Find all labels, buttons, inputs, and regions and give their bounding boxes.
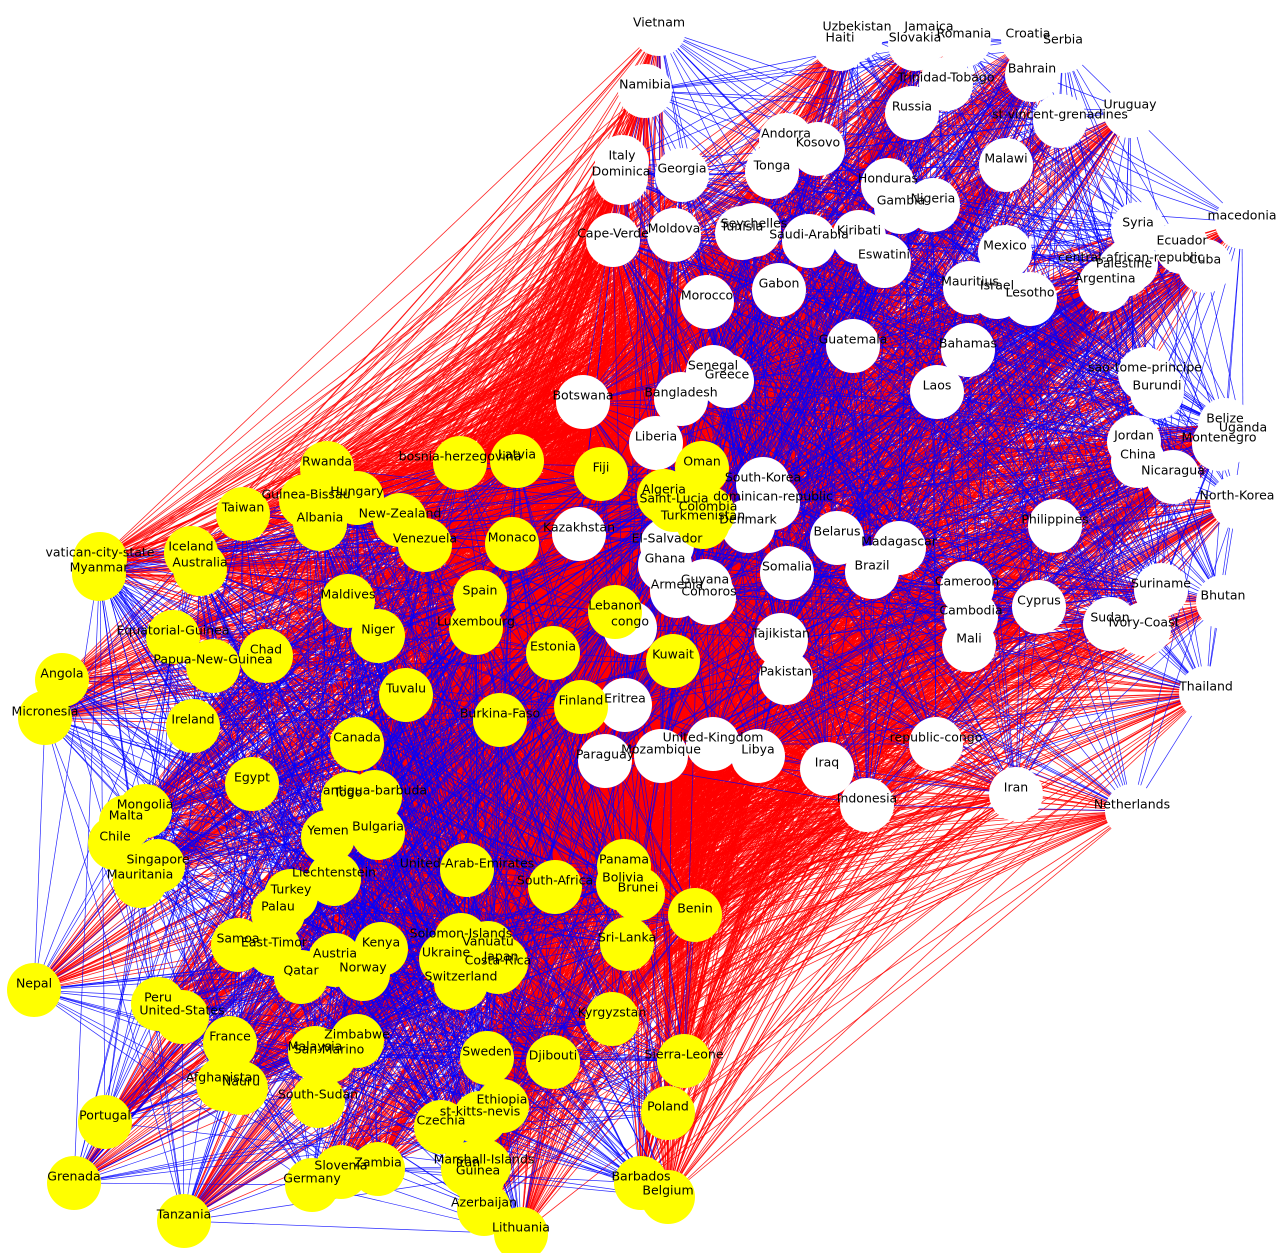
graph-edge (98, 177, 622, 575)
graph-edge (61, 90, 646, 681)
graph-edge (98, 174, 683, 575)
graph-edge (1241, 221, 1244, 435)
graph-edge (326, 171, 773, 469)
graph-edge (99, 174, 683, 560)
graph-edge (99, 90, 646, 560)
graph-edge (98, 234, 675, 575)
graph-edge (305, 234, 675, 502)
graph-edge (1205, 433, 1244, 694)
graph-edge (326, 239, 614, 469)
graph-edge (242, 28, 660, 515)
graph-edge (99, 239, 614, 560)
graph-edge (99, 148, 819, 560)
graph-edge (99, 28, 660, 560)
graph-edge (99, 177, 622, 560)
graph-edge (199, 301, 708, 570)
graph-edge (356, 301, 708, 499)
graph-edge (99, 161, 623, 560)
graph-edge (99, 301, 708, 560)
